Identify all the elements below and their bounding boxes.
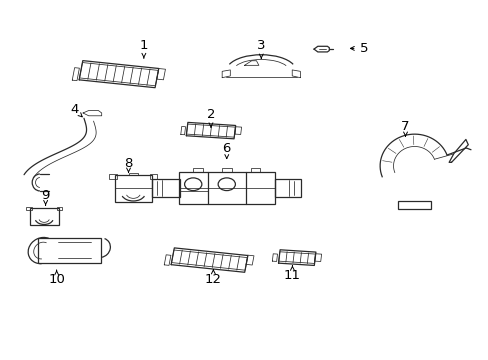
Text: 8: 8 <box>124 157 132 172</box>
Bar <box>152 179 180 197</box>
Bar <box>115 175 151 202</box>
Text: 7: 7 <box>401 120 409 136</box>
Bar <box>193 168 203 172</box>
Bar <box>109 174 117 179</box>
Bar <box>57 207 62 210</box>
Text: 9: 9 <box>41 189 50 205</box>
Text: 6: 6 <box>222 143 230 159</box>
Text: 5: 5 <box>350 42 367 55</box>
Bar <box>26 207 32 210</box>
Text: 1: 1 <box>140 40 148 58</box>
Text: 2: 2 <box>206 108 215 127</box>
Bar <box>149 174 157 179</box>
Bar <box>39 238 101 263</box>
Text: 12: 12 <box>204 270 222 286</box>
Text: 10: 10 <box>48 270 65 286</box>
Bar <box>250 168 260 172</box>
Bar <box>128 172 138 175</box>
Bar <box>274 179 301 197</box>
Text: 4: 4 <box>70 103 82 117</box>
Bar <box>222 168 231 172</box>
Text: 3: 3 <box>257 40 265 58</box>
Text: 11: 11 <box>284 266 300 282</box>
Bar <box>397 201 430 209</box>
Bar <box>179 172 274 204</box>
Bar <box>30 208 59 225</box>
